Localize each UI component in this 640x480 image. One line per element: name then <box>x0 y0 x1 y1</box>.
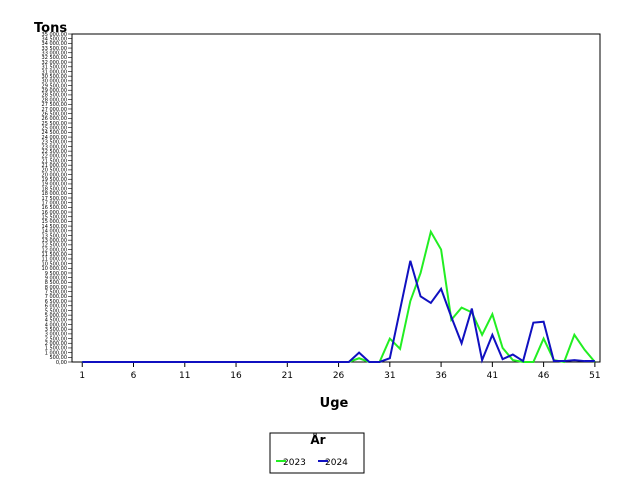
y-tick-label: 8 000,00 <box>45 285 67 291</box>
y-tick-label: 34 500,00 <box>42 36 67 42</box>
y-tick-label: 5 000,00 <box>45 313 67 319</box>
y-tick-label: 14 500,00 <box>42 224 67 230</box>
y-tick-label: 8 500,00 <box>45 280 67 286</box>
legend-title: År <box>310 432 325 447</box>
y-tick-label: 27 500,00 <box>42 102 67 108</box>
y-tick-label: 5 500,00 <box>45 308 67 314</box>
x-tick-label: 11 <box>179 371 190 381</box>
y-tick-label: 16 000,00 <box>42 210 67 216</box>
x-tick-label: 31 <box>384 371 395 381</box>
plot-area <box>71 33 601 363</box>
x-tick-label: 21 <box>282 371 293 381</box>
y-tick-label: 20 000,00 <box>42 172 67 178</box>
x-tick-label: 16 <box>230 371 242 381</box>
y-tick-label: 2 500,00 <box>45 336 67 342</box>
y-tick-label: 29 500,00 <box>42 83 67 89</box>
y-tick-label: 11 000,00 <box>42 257 67 263</box>
y-tick-label: 32 000,00 <box>42 60 67 66</box>
y-tick-label: 15 000,00 <box>42 219 67 225</box>
y-tick-label: 9 500,00 <box>45 271 67 277</box>
y-tick-label: 0,00 <box>56 360 67 366</box>
y-tick-label: 29 000,00 <box>42 88 67 94</box>
legend-label-2024: 2024 <box>325 458 348 468</box>
y-tick-label: 9 000,00 <box>45 275 67 281</box>
y-tick-label: 23 000,00 <box>42 144 67 150</box>
y-tick-label: 28 500,00 <box>42 93 67 99</box>
series-lines <box>82 229 596 364</box>
y-tick-label: 31 500,00 <box>42 65 67 71</box>
y-tick-label: 25 500,00 <box>42 121 67 127</box>
y-tick-label: 4 500,00 <box>45 318 67 324</box>
y-tick-label: 10 500,00 <box>42 261 67 267</box>
legend: År 2023 2024 <box>269 432 365 474</box>
legend-box <box>269 432 365 474</box>
y-tick-label: 7 000,00 <box>45 294 67 300</box>
y-tick-label: 6 500,00 <box>45 299 67 305</box>
x-tick-label: 46 <box>538 371 550 381</box>
y-tick-label: 20 500,00 <box>42 168 67 174</box>
y-tick-label: 12 000,00 <box>42 247 67 253</box>
legend-label-2023: 2023 <box>283 458 306 468</box>
y-tick-label: 1 500,00 <box>45 346 67 352</box>
y-tick-label: 33 000,00 <box>42 51 67 57</box>
y-tick-label: 22 000,00 <box>42 154 67 160</box>
y-tick-label: 22 500,00 <box>42 149 67 155</box>
y-tick-label: 10 000,00 <box>42 266 67 272</box>
y-tick-label: 21 000,00 <box>42 163 67 169</box>
y-tick-label: 26 000,00 <box>42 116 67 122</box>
y-tick-label: 12 500,00 <box>42 243 67 249</box>
plot-border <box>71 33 601 363</box>
y-tick-label: 3 000,00 <box>45 332 67 338</box>
y-tick-label: 16 500,00 <box>42 205 67 211</box>
y-tick-label: 33 500,00 <box>42 46 67 52</box>
y-tick-label: 13 000,00 <box>42 238 67 244</box>
y-tick-label: 13 500,00 <box>42 233 67 239</box>
y-tick-label: 17 000,00 <box>42 200 67 206</box>
y-tick-label: 25 000,00 <box>42 126 67 132</box>
y-tick-label: 21 500,00 <box>42 158 67 164</box>
y-tick-label: 500,00 <box>50 355 68 361</box>
x-tick-label: 51 <box>589 371 600 381</box>
y-tick-label: 15 500,00 <box>42 215 67 221</box>
y-tick-label: 26 500,00 <box>42 111 67 117</box>
y-tick-label: 2 000,00 <box>45 341 67 347</box>
y-tick-label: 19 000,00 <box>42 182 67 188</box>
y-tick-label: 34 000,00 <box>42 41 67 47</box>
y-tick-label: 35 000,00 <box>42 32 67 38</box>
y-tick-label: 30 500,00 <box>42 74 67 80</box>
y-tick-label: 24 000,00 <box>42 135 67 141</box>
y-tick-label: 17 500,00 <box>42 196 67 202</box>
y-tick-label: 11 500,00 <box>42 252 67 258</box>
y-tick-label: 1 000,00 <box>45 350 67 356</box>
y-tick-label: 30 000,00 <box>42 79 67 85</box>
y-tick-label: 14 000,00 <box>42 229 67 235</box>
x-tick-label: 26 <box>333 371 345 381</box>
y-tick-label: 18 500,00 <box>42 186 67 192</box>
y-tick-label: 6 000,00 <box>45 304 67 310</box>
x-tick-label: 6 <box>131 371 137 381</box>
y-tick-label: 3 500,00 <box>45 327 67 333</box>
x-tick-label: 36 <box>435 371 447 381</box>
y-tick-label: 23 500,00 <box>42 140 67 146</box>
y-tick-label: 24 500,00 <box>42 130 67 136</box>
y-tick-label: 18 000,00 <box>42 191 67 197</box>
x-tick-label: 41 <box>487 371 498 381</box>
series-line-2023 <box>82 229 596 364</box>
x-axis-title: Uge <box>320 396 349 411</box>
y-tick-label: 4 000,00 <box>45 322 67 328</box>
y-tick-label: 27 000,00 <box>42 107 67 113</box>
y-tick-label: 28 000,00 <box>42 97 67 103</box>
series-line-2024 <box>82 260 595 364</box>
x-tick-label: 1 <box>79 371 85 381</box>
y-tick-label: 32 500,00 <box>42 55 67 61</box>
y-axis-title: Tons <box>34 21 67 36</box>
x-axis: 1 6 11 16 21 26 31 36 41 46 51 <box>79 362 601 381</box>
y-tick-label: 19 500,00 <box>42 177 67 183</box>
y-tick-label: 7 500,00 <box>45 290 67 296</box>
y-tick-label: 31 000,00 <box>42 69 67 75</box>
